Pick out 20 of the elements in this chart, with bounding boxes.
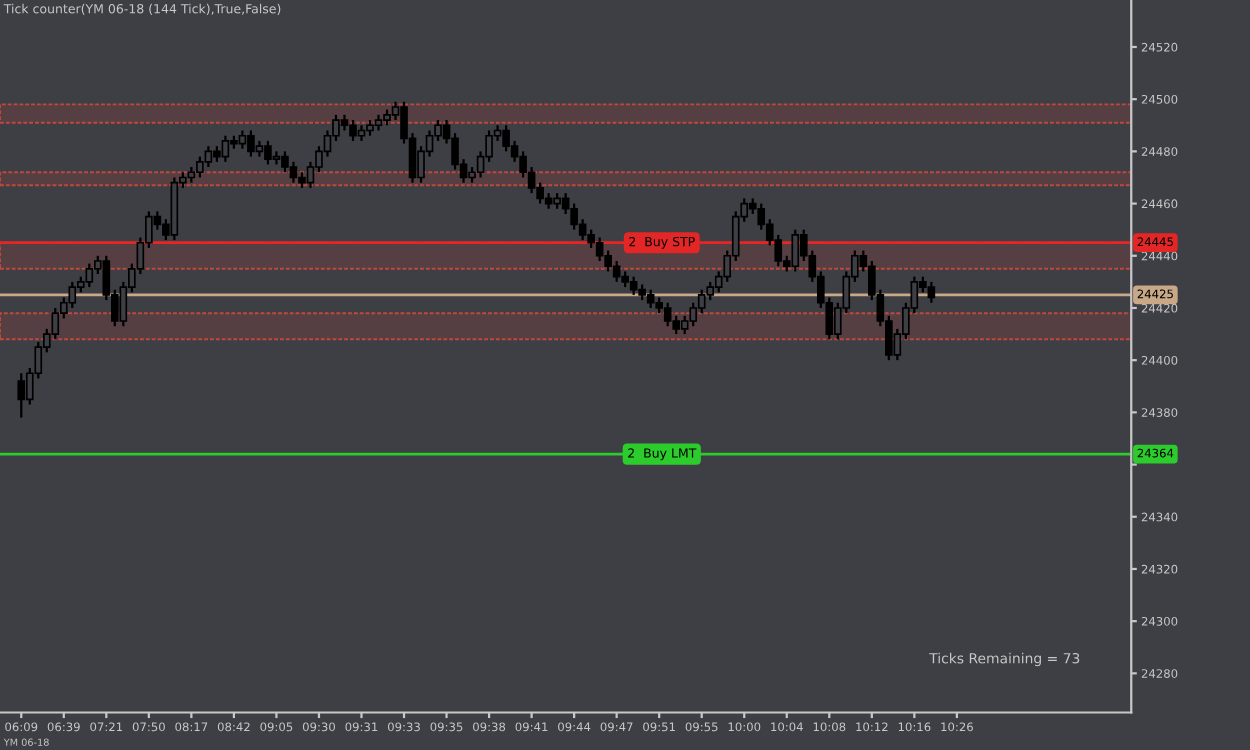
candlestick: [629, 275, 638, 297]
candlestick: [85, 262, 94, 289]
candlestick: [927, 280, 936, 304]
candlestick: [646, 288, 655, 310]
candlestick: [697, 288, 706, 315]
candlestick: [204, 145, 213, 169]
candlestick: [791, 228, 800, 273]
candlestick: [264, 139, 272, 166]
candlestick: [247, 129, 255, 158]
candlestick: [17, 372, 26, 419]
candlestick: [595, 236, 604, 263]
candlestick: [689, 301, 698, 328]
candlestick: [68, 280, 77, 310]
candlestick: [612, 259, 621, 283]
candlestick: [349, 118, 357, 143]
candlestick: [663, 301, 672, 328]
candlestick: [272, 150, 281, 166]
candlestick: [238, 129, 247, 150]
candlestick: [289, 160, 298, 184]
candlestick: [221, 134, 230, 163]
